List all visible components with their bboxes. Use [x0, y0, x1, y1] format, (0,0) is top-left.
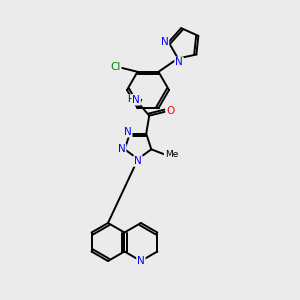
Text: N: N — [118, 144, 126, 154]
Text: O: O — [166, 106, 174, 116]
Text: N: N — [132, 95, 140, 105]
Text: Cl: Cl — [110, 62, 121, 72]
Text: N: N — [161, 37, 169, 47]
Text: N: N — [124, 127, 132, 137]
Text: N: N — [175, 57, 183, 68]
Text: N: N — [137, 256, 145, 266]
Text: N: N — [134, 156, 142, 166]
Text: Me: Me — [165, 150, 178, 159]
Text: H: H — [127, 95, 134, 104]
